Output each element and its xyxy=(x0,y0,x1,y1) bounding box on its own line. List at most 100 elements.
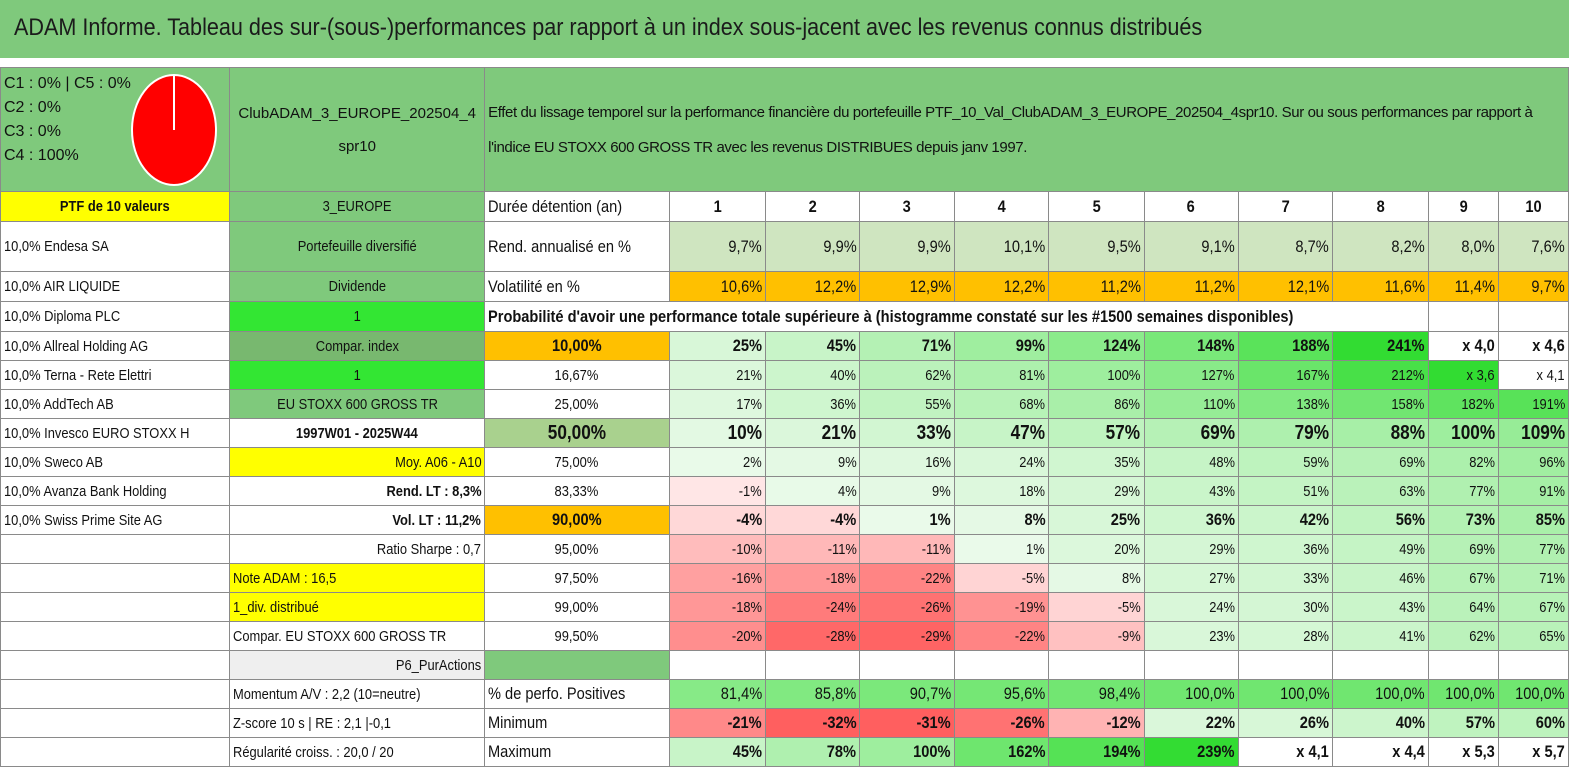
minimum-value: -31% xyxy=(859,708,955,738)
maximum-label-text: Maximum xyxy=(488,742,552,761)
probability-value: -19% xyxy=(953,592,1050,622)
duration-label: Durée détention (an) xyxy=(484,191,670,222)
probability-value: -18% xyxy=(765,563,861,593)
year-header: 7 xyxy=(1237,191,1334,222)
empty-cell xyxy=(1143,650,1239,680)
probability-value-text: -29% xyxy=(920,627,951,645)
year-header: 3 xyxy=(859,191,955,222)
holding-row: 10,0% Invesco EURO STOXX H xyxy=(0,418,231,448)
probability-value-text: 24% xyxy=(1019,453,1046,471)
empty-cell xyxy=(1237,650,1334,680)
probability-value-text: 16% xyxy=(924,453,951,471)
dividend-label-text: Dividende xyxy=(328,278,386,295)
minimum-value-text: 40% xyxy=(1395,713,1425,732)
table-row: 10,0% Allreal Holding AG Compar. index 10,… xyxy=(0,331,1569,361)
probability-value: 9% xyxy=(859,476,955,506)
holding-row-text: 10,0% Diploma PLC xyxy=(4,308,121,325)
probability-value-text: -18% xyxy=(826,569,857,587)
probability-value: -1% xyxy=(668,476,767,506)
probability-value: 182% xyxy=(1427,389,1499,419)
probability-value-text: 51% xyxy=(1303,482,1330,500)
probability-value-text: 49% xyxy=(1398,540,1425,558)
probability-value: 241% xyxy=(1332,331,1429,361)
probability-title: Probabilité d'avoir une performance tota… xyxy=(484,301,1429,332)
empty-cell xyxy=(953,650,1050,680)
probability-value-text: x 4,6 xyxy=(1532,336,1565,355)
positive-value-text: 100,0% xyxy=(1375,684,1425,703)
probability-value-text: 91% xyxy=(1539,482,1565,500)
probability-value-text: 33% xyxy=(1303,569,1330,587)
holding-row: 10,0% Diploma PLC xyxy=(0,301,231,332)
probability-value-text: 20% xyxy=(1114,540,1141,558)
vol-value: 11,6% xyxy=(1332,271,1429,302)
positive-value: 98,4% xyxy=(1048,679,1145,709)
holding-row: 10,0% Avanza Bank Holding xyxy=(0,476,231,506)
probability-value: 71% xyxy=(1497,563,1569,593)
probability-value-text: 79% xyxy=(1294,421,1330,444)
minimum-value-text: 57% xyxy=(1465,713,1495,732)
title-bar: ADAM Informe. Tableau des sur-(sous-)per… xyxy=(0,0,1569,62)
minimum-value: 26% xyxy=(1237,708,1334,738)
empty-cell xyxy=(1427,301,1499,332)
probability-value-text: 8% xyxy=(1121,569,1141,587)
quantile-label: 83,33% xyxy=(484,476,670,506)
rend-value: 8,2% xyxy=(1332,221,1429,272)
probability-value-text: x 4,1 xyxy=(1537,366,1565,384)
vol-value-text: 12,2% xyxy=(1003,276,1046,296)
probability-value: 96% xyxy=(1497,447,1569,477)
vol-value: 12,2% xyxy=(765,271,861,302)
probability-value-text: 100% xyxy=(1450,421,1495,444)
probability-value-text: -4% xyxy=(736,510,763,529)
holding-row: 10,0% Endesa SA xyxy=(0,221,231,272)
rend-value: 7,6% xyxy=(1497,221,1569,272)
probability-value-text: 43% xyxy=(1398,598,1425,616)
probability-value: x 3,6 xyxy=(1427,360,1499,390)
probability-value: 69% xyxy=(1143,418,1239,448)
probability-value-text: 62% xyxy=(1469,627,1495,645)
probability-value-text: 29% xyxy=(1114,482,1141,500)
probability-value-text: 36% xyxy=(1205,510,1235,529)
probability-value: 69% xyxy=(1427,534,1499,564)
positive-value: 100,0% xyxy=(1143,679,1239,709)
probability-value-text: 42% xyxy=(1299,510,1330,529)
performance-table: C1 : 0% | C5 : 0% C2 : 0% C3 : 0% C4 : 100%… xyxy=(0,67,1569,767)
year-header-text: 5 xyxy=(1092,196,1101,216)
probability-value-text: 25% xyxy=(1111,510,1141,529)
probability-value-text: 188% xyxy=(1291,336,1330,355)
minimum-value-text: 26% xyxy=(1299,713,1330,732)
probability-value: 47% xyxy=(953,418,1050,448)
minimum-value-text: -32% xyxy=(822,713,857,732)
rend-value-text: 9,7% xyxy=(728,236,763,256)
probability-value-text: 4% xyxy=(837,482,857,500)
probability-value-text: 47% xyxy=(1010,421,1046,444)
table-row: 10,0% AddTech AB EU STOXX 600 GROSS TR 25,… xyxy=(0,389,1569,419)
rend-value-text: 8,0% xyxy=(1461,236,1495,256)
probability-value: 91% xyxy=(1497,476,1569,506)
probability-value: 64% xyxy=(1427,592,1499,622)
index-name: EU STOXX 600 GROSS TR xyxy=(229,389,486,419)
table-row: 10,0% Invesco EURO STOXX H 1997W01 - 2025… xyxy=(0,418,1569,448)
table-row: 10,0% Sweco AB Moy. A06 - A10 75,00% 2% 9% 16… xyxy=(0,447,1569,477)
probability-value: -10% xyxy=(668,534,767,564)
maximum-value-text: x 5,3 xyxy=(1462,742,1495,761)
probability-value: 63% xyxy=(1332,476,1429,506)
positive-value: 90,7% xyxy=(859,679,955,709)
probability-value: -4% xyxy=(668,505,767,535)
probability-value-text: -28% xyxy=(826,627,857,645)
legend-line: C4 : 100% xyxy=(4,147,79,164)
vol-value: 11,4% xyxy=(1427,271,1499,302)
vol-value-text: 12,1% xyxy=(1287,276,1330,296)
positive-value: 85,8% xyxy=(765,679,861,709)
year-header-text: 1 xyxy=(713,196,722,216)
probability-value-text: 100% xyxy=(1107,366,1141,384)
period-label-text: 1997W01 - 2025W44 xyxy=(296,424,419,442)
probability-value-text: 82% xyxy=(1469,453,1495,471)
year-header: 10 xyxy=(1497,191,1569,222)
positive-value: 100,0% xyxy=(1237,679,1334,709)
rend-value: 8,0% xyxy=(1427,221,1499,272)
probability-value: 45% xyxy=(765,331,861,361)
holding-row: 10,0% AddTech AB xyxy=(0,389,231,419)
probability-value-text: 127% xyxy=(1201,366,1235,384)
probability-value-text: 40% xyxy=(830,366,857,384)
probability-value: 77% xyxy=(1497,534,1569,564)
